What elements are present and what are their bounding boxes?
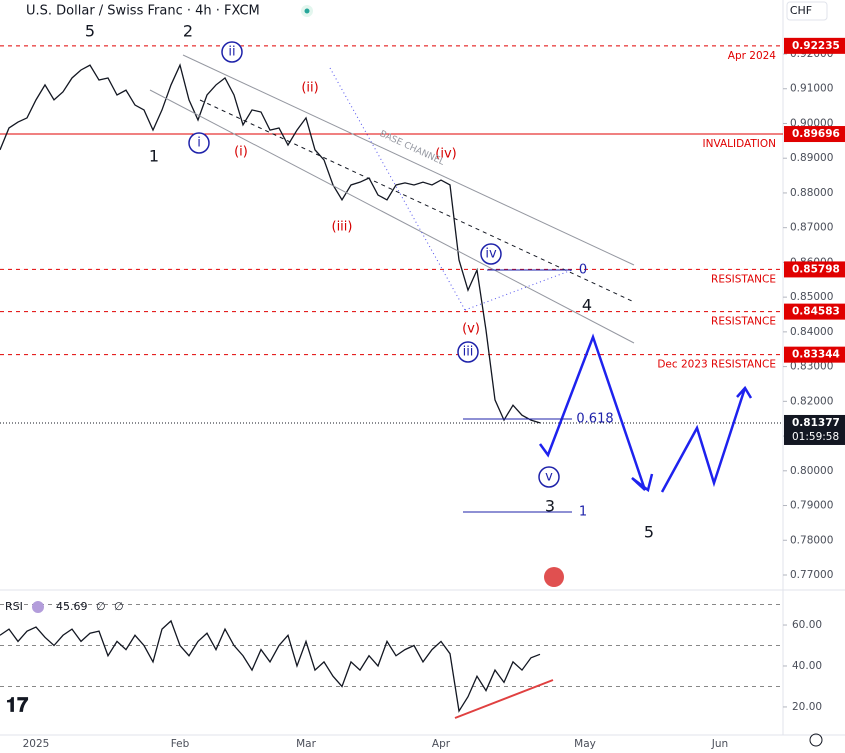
projection bbox=[149, 54, 753, 719]
status-dot bbox=[304, 8, 310, 14]
event-icon[interactable] bbox=[544, 567, 564, 587]
rsi-value: 45.69 bbox=[56, 600, 88, 613]
wave-circle bbox=[538, 466, 560, 488]
wave-label: 4 bbox=[582, 296, 592, 315]
currency[interactable]: CHF bbox=[790, 4, 812, 17]
level-badge bbox=[784, 126, 845, 143]
y-tick-label: 0.78000 bbox=[790, 534, 833, 546]
level-badge bbox=[784, 303, 845, 320]
x-tick-label: Feb bbox=[171, 738, 190, 750]
wave-label: 1 bbox=[149, 147, 159, 166]
settings-icon[interactable] bbox=[809, 733, 823, 747]
wave-label: ii bbox=[228, 45, 235, 60]
channel-line bbox=[182, 54, 635, 266]
wave-circle bbox=[457, 341, 479, 363]
y-tick-label: 0.85000 bbox=[790, 291, 833, 303]
level-badge bbox=[784, 261, 845, 278]
currency-button[interactable] bbox=[786, 1, 828, 21]
wave-label: v bbox=[545, 470, 553, 485]
wave-label: (ii) bbox=[301, 81, 318, 96]
wave-label: iii bbox=[463, 345, 474, 360]
wave-label: (iii) bbox=[332, 220, 353, 235]
level-value: 0.83344 bbox=[792, 349, 840, 361]
y-tick-label: 0.84000 bbox=[790, 326, 833, 338]
projection-path bbox=[660, 385, 753, 493]
rsi-extra: ∅ bbox=[114, 600, 124, 613]
x-tick-label: Apr bbox=[432, 738, 451, 750]
y-tick-label: 0.82000 bbox=[790, 395, 833, 407]
y-tick-label: 0.79000 bbox=[790, 500, 833, 512]
level-text: Dec 2023 RESISTANCE bbox=[657, 359, 776, 371]
level-text: RESISTANCE bbox=[711, 273, 776, 285]
y-tick-label: 0.77000 bbox=[790, 569, 833, 581]
rsi-extra: ∅ bbox=[96, 600, 106, 613]
price-axis bbox=[783, 0, 845, 753]
y-tick-label: 0.80000 bbox=[790, 465, 833, 477]
x-tick-label: Jun bbox=[711, 738, 728, 750]
trend-line bbox=[329, 67, 466, 311]
wave-label: (v) bbox=[462, 322, 480, 337]
level-value: 0.89696 bbox=[792, 128, 840, 140]
y-tick-label: 0.87000 bbox=[790, 222, 833, 234]
level-badge bbox=[784, 346, 845, 363]
level-value: 0.84583 bbox=[792, 306, 840, 318]
trend-line bbox=[464, 269, 573, 311]
level-value: 0.92235 bbox=[792, 40, 840, 52]
x-tick-label: 2025 bbox=[23, 738, 50, 750]
wave-label: 2 bbox=[183, 22, 193, 41]
rsi-divergence bbox=[454, 679, 554, 719]
x-tick-label: Mar bbox=[296, 738, 316, 750]
y-tick-label: 0.89000 bbox=[790, 152, 833, 164]
level-text: Apr 2024 bbox=[728, 50, 777, 62]
wave-label: 3 bbox=[545, 497, 555, 516]
wave-label: i bbox=[197, 136, 201, 151]
y-tick-label: 0.91000 bbox=[790, 83, 833, 95]
y-tick-label: 20.00 bbox=[792, 701, 822, 713]
rsi-line bbox=[0, 619, 541, 713]
wave-label: 0.618 bbox=[576, 412, 613, 427]
wave-circle bbox=[480, 243, 502, 265]
level-text: RESISTANCE bbox=[711, 316, 776, 328]
wave-label: 5 bbox=[85, 22, 95, 41]
channel-line bbox=[149, 89, 635, 344]
channel-mid bbox=[199, 99, 635, 303]
level-text: INVALIDATION bbox=[703, 138, 777, 150]
y-tick-label: 60.00 bbox=[792, 619, 822, 631]
wave-label: (iv) bbox=[435, 147, 456, 162]
tv-logo: 𝟏𝟕 bbox=[6, 693, 28, 717]
countdown: 01:59:58 bbox=[792, 431, 839, 443]
current-badge bbox=[784, 414, 845, 445]
price-line bbox=[0, 63, 541, 424]
wave-label: iv bbox=[485, 247, 497, 262]
level-value: 0.85798 bbox=[792, 263, 840, 275]
y-tick-label: 40.00 bbox=[792, 660, 822, 672]
y-tick-label: 0.83000 bbox=[790, 361, 833, 373]
rsi-title: RSI bbox=[5, 600, 23, 613]
symbol-title: U.S. Dollar / Swiss Franc · 4h · FXCM bbox=[26, 4, 260, 19]
wave-label: 0 bbox=[579, 263, 587, 278]
current-value: 0.81377 bbox=[792, 417, 840, 429]
projection-path bbox=[538, 333, 654, 493]
rsi-icon bbox=[32, 601, 44, 613]
wave-label: (i) bbox=[234, 145, 248, 160]
level-badge bbox=[784, 37, 845, 54]
wave-circle bbox=[221, 41, 243, 63]
x-tick-label: May bbox=[574, 738, 596, 750]
wave-label: 5 bbox=[644, 523, 654, 542]
wave-circle bbox=[188, 132, 210, 154]
wave-label: 1 bbox=[579, 505, 587, 520]
y-tick-label: 0.88000 bbox=[790, 187, 833, 199]
